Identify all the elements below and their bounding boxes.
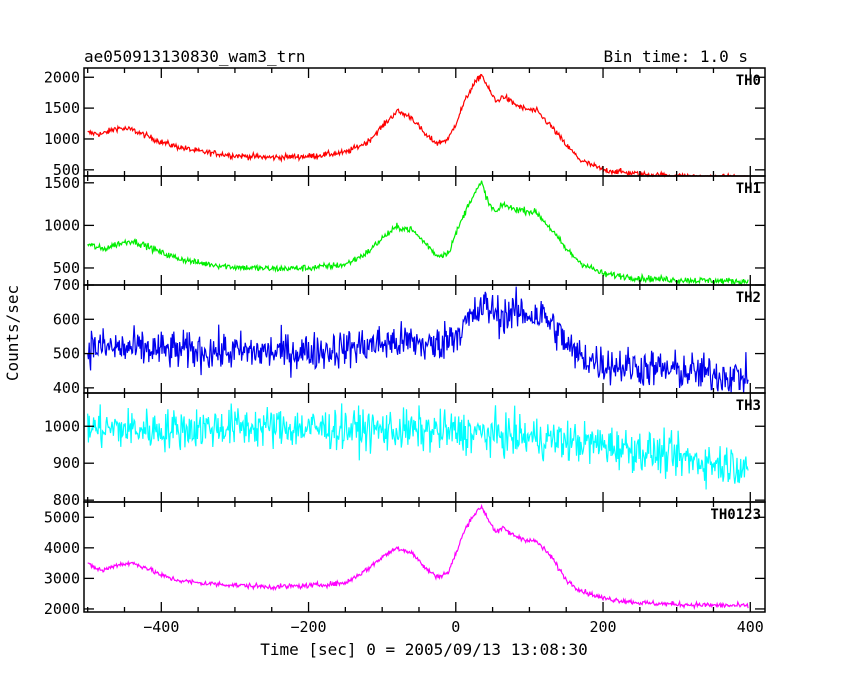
x-tick-label: 200 [589, 618, 616, 636]
panel-label: TH1 [736, 181, 761, 197]
y-axis-label: Counts/sec [3, 285, 22, 381]
y-tick-label: 3000 [44, 569, 80, 587]
y-tick-label: 500 [53, 161, 80, 179]
x-tick-label: 0 [451, 618, 460, 636]
y-tick-label: 1000 [44, 417, 80, 435]
y-tick-label: 1000 [44, 130, 80, 148]
panel-th2: 400 500 600 700 TH2 [53, 276, 766, 397]
y-tick-label: 4000 [44, 539, 80, 557]
y-tick-label: 5000 [44, 508, 80, 526]
panel-th0: 500 1000 1500 2000 TH0 [44, 67, 766, 179]
chart-title: ae050913130830_wam3_trn [84, 47, 306, 66]
y-tick-label: 500 [53, 345, 80, 363]
y-tick-label: 2000 [44, 68, 80, 86]
panel-frame [83, 392, 766, 503]
panel-label: TH2 [736, 290, 761, 306]
x-axis-label: Time [sec] 0 = 2005/09/13 13:08:30 [260, 640, 588, 659]
y-tick-label: 600 [53, 310, 80, 328]
y-tick-label: 2000 [44, 600, 80, 618]
y-tick-label: 1500 [44, 99, 80, 117]
series-line-th3 [87, 403, 749, 490]
bin-time-label: Bin time: 1.0 s [604, 47, 749, 66]
y-tick-label: 700 [53, 276, 80, 294]
x-tick-label: −400 [143, 618, 179, 636]
panel-frame [83, 175, 766, 286]
series-line-th0 [87, 73, 749, 178]
panel-frame [83, 67, 766, 177]
series-line-th1 [87, 180, 749, 287]
y-tick-label: 400 [53, 379, 80, 397]
panel-label: TH0123 [710, 507, 761, 523]
y-tick-label: 900 [53, 454, 80, 472]
panel-th3: 800 900 1000 TH3 [44, 392, 766, 509]
y-tick-label: 500 [53, 259, 80, 277]
panel-frame [83, 501, 766, 613]
series-line-th2 [87, 286, 749, 394]
panel-label: TH0 [736, 73, 761, 89]
y-tick-label: 800 [53, 491, 80, 509]
x-tick-label: −200 [290, 618, 326, 636]
y-tick-label: 1500 [44, 174, 80, 192]
y-tick-label: 1000 [44, 216, 80, 234]
panel-label: TH3 [736, 398, 761, 414]
panel-th1: 500 1000 1500 TH1 [44, 174, 766, 287]
series-line-th0123 [87, 503, 749, 611]
x-tick-label: 400 [737, 618, 764, 636]
panel-th0123: 2000 3000 4000 5000 TH0123 [44, 501, 766, 618]
